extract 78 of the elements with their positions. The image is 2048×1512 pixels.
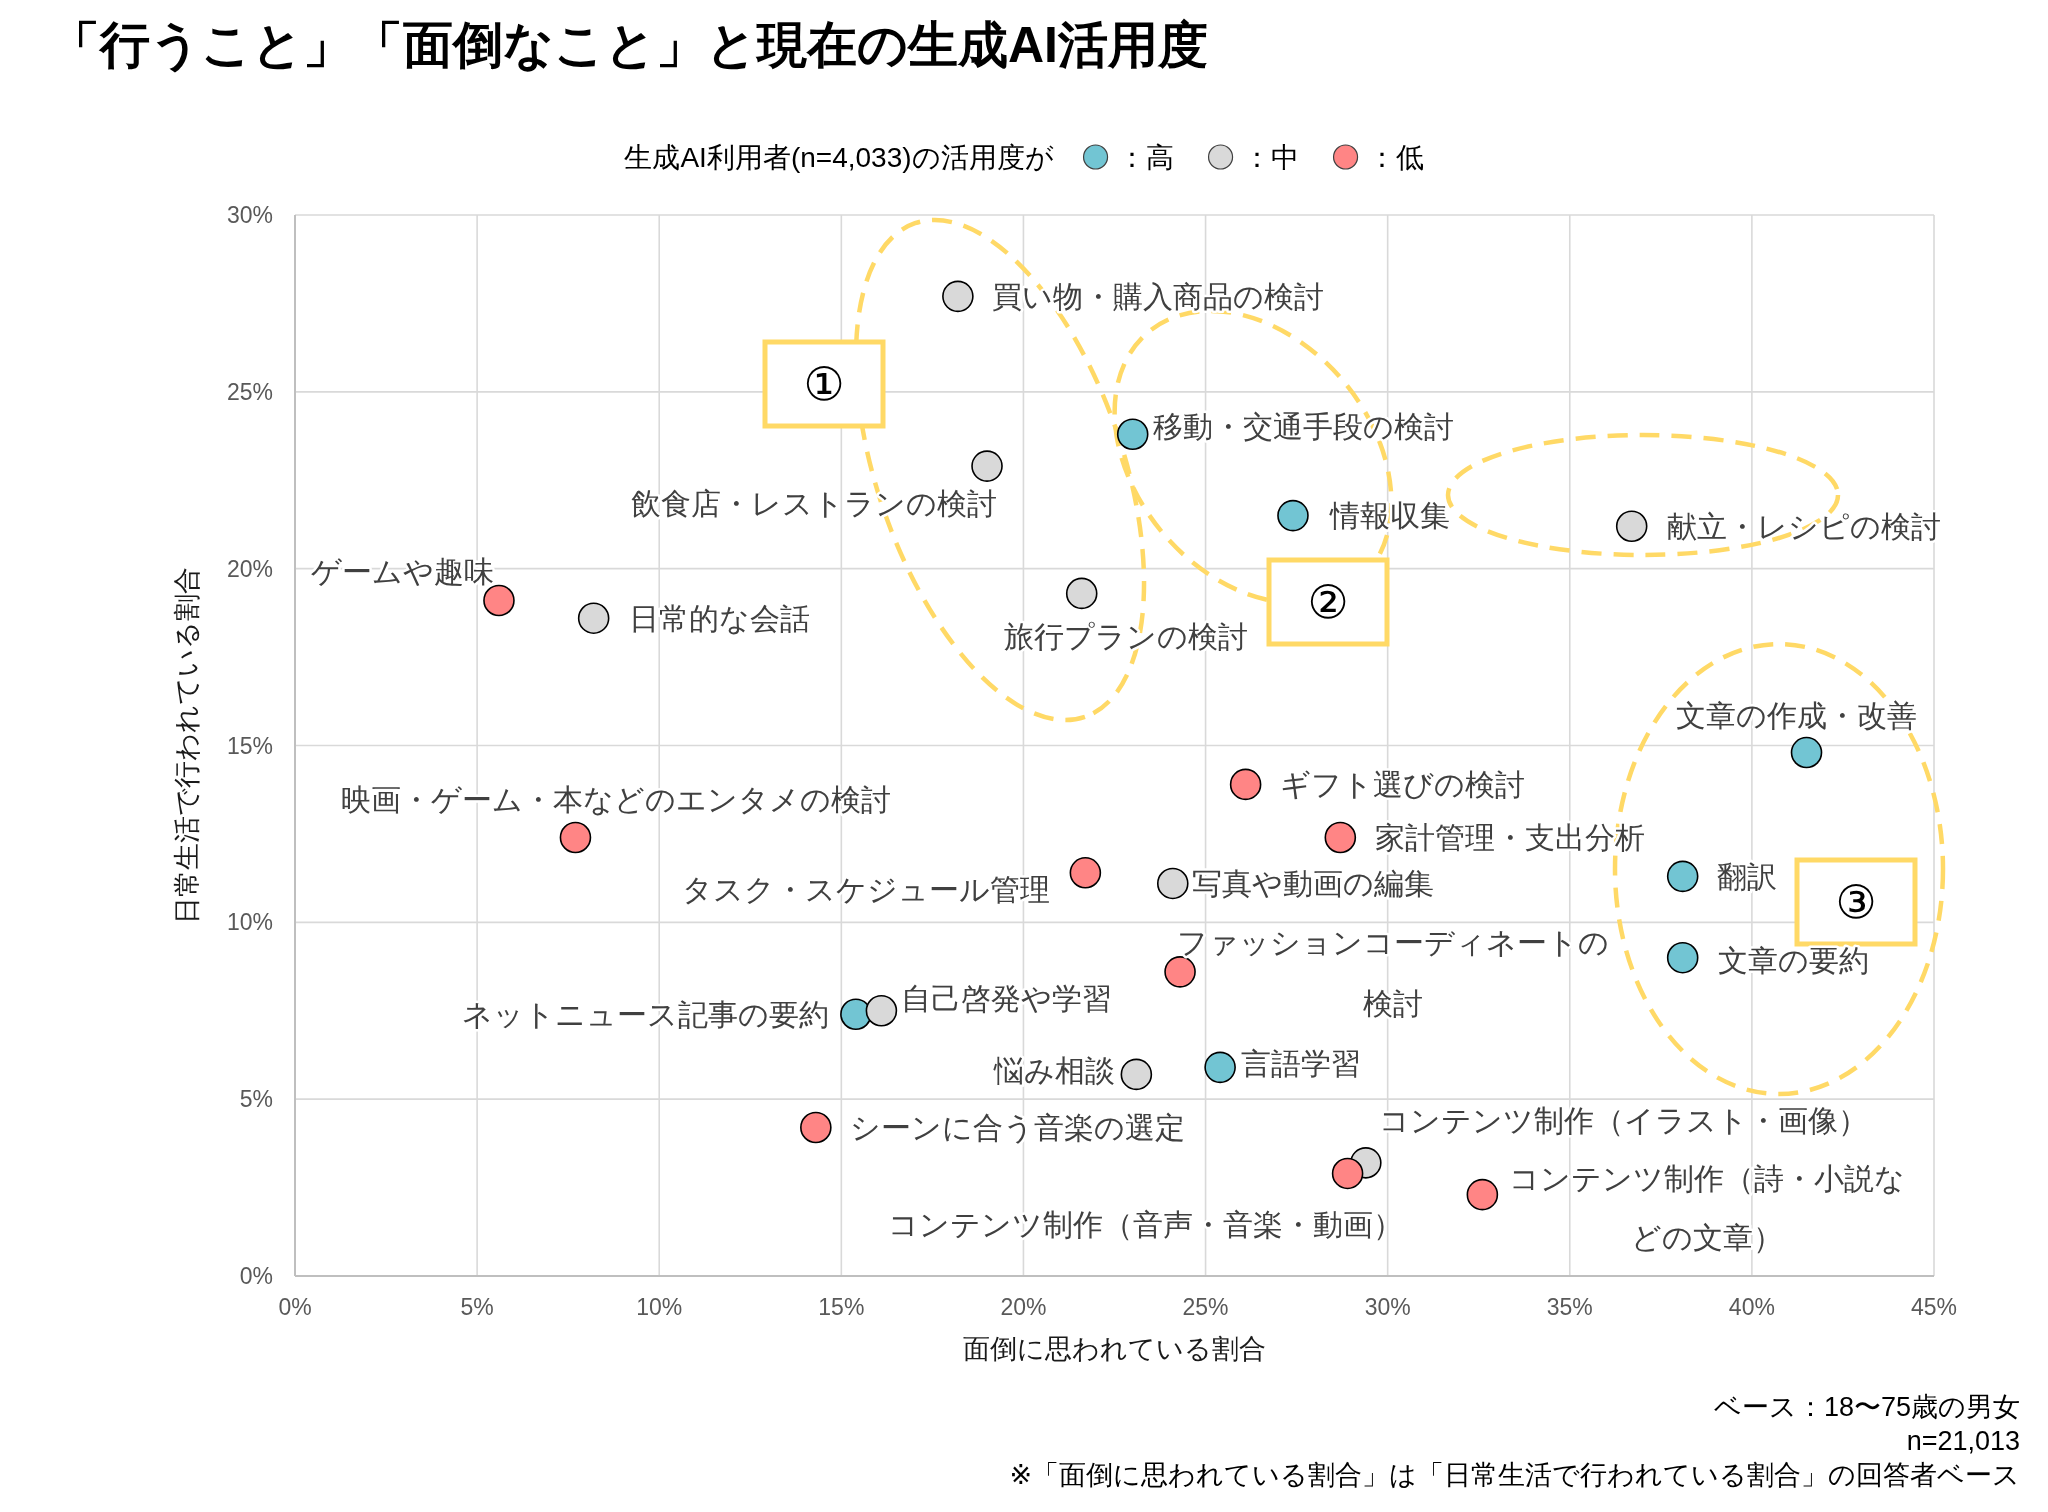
legend-label: ：中 — [1242, 141, 1299, 173]
point — [1229, 768, 1262, 801]
point — [1666, 860, 1699, 893]
x-tick-label: 5% — [460, 1294, 494, 1320]
point — [1615, 510, 1648, 543]
point — [1324, 821, 1357, 854]
point — [483, 584, 515, 617]
point — [840, 998, 872, 1031]
legend-label: ：高 — [1117, 141, 1174, 173]
point — [800, 1111, 832, 1144]
point — [1069, 857, 1102, 889]
annotation: 言語学習 — [1241, 1046, 1362, 1080]
point — [559, 821, 592, 854]
point — [1331, 1157, 1364, 1190]
point — [942, 280, 974, 313]
annotation: 文章の要約 — [1717, 944, 1869, 978]
annotation: 日常的な会話 — [628, 601, 810, 635]
y-tick-label: 0% — [239, 1263, 273, 1289]
point — [1790, 736, 1823, 769]
point — [1156, 867, 1189, 900]
annotation: コンテンツ制作（音声・音楽・動画） — [887, 1207, 1403, 1241]
annotation: 情報収集 — [1328, 499, 1450, 533]
annotation: 飲食店・レストランの検討 — [631, 486, 998, 520]
y-tick-label: 30% — [226, 202, 273, 228]
point — [1164, 956, 1196, 988]
annotation: コンテンツ制作（詩・小説などの文章） — [1509, 1161, 1906, 1254]
text: ※「面倒に思われている割合」は「日常生活で行われている割合」の回答者ベース — [1009, 1460, 2020, 1490]
point — [1666, 941, 1699, 974]
point — [577, 602, 610, 634]
annotation: シーンに合う音楽の選定 — [849, 1110, 1185, 1144]
annotation: 献立・レシピの検討 — [1666, 509, 1941, 543]
point — [1120, 1058, 1153, 1091]
annotation: 移動・交通手段の検討 — [1152, 409, 1454, 443]
point — [1204, 1051, 1236, 1084]
point — [1277, 499, 1309, 532]
y-axis-title: 日常生活で行われている割合 — [172, 567, 202, 924]
annotation: 悩み相談 — [993, 1053, 1116, 1087]
annotation: 買い物・購入商品の検討 — [991, 279, 1324, 313]
annotation: ファッションコーディネートの検討 — [1177, 925, 1610, 1020]
legend-label: ：低 — [1367, 141, 1424, 173]
x-tick-label: 30% — [1364, 1294, 1411, 1320]
annotation: 映画・ゲーム・本などのエンタメの検討 — [341, 782, 892, 816]
x-axis-title: 面倒に思われている割合 — [963, 1334, 1266, 1364]
x-tick-label: 40% — [1728, 1294, 1775, 1320]
annotation: 家計管理・支出分析 — [1375, 820, 1646, 854]
annotation: コンテンツ制作（イラスト・画像） — [1378, 1104, 1868, 1138]
annotation: 翻訳 — [1716, 859, 1777, 893]
text: n=21,013 — [1906, 1426, 2020, 1456]
x-tick-label: 45% — [1910, 1294, 1958, 1320]
y-tick-label: 5% — [239, 1086, 273, 1113]
annotation: タスク・スケジュール管理 — [682, 873, 1051, 907]
x-tick-label: 0% — [278, 1294, 312, 1320]
chart-title: 「行うこと」「面倒なこと」と現在の生成AI活用度 — [50, 17, 1208, 73]
y-tick-label: 15% — [226, 732, 273, 759]
annotation: ② — [1307, 576, 1349, 628]
annotation: 写真や動画の編集 — [1191, 866, 1434, 900]
annotation: 旅行プランの検討 — [1003, 619, 1248, 653]
x-tick-label: 15% — [818, 1294, 865, 1320]
annotation: ゲームや趣味 — [310, 555, 494, 588]
annotation: ① — [803, 358, 845, 410]
annotation: ③ — [1835, 876, 1877, 928]
point — [971, 450, 1003, 482]
x-tick-label: 25% — [1182, 1294, 1229, 1320]
x-tick-label: 20% — [1000, 1294, 1047, 1320]
legend-title: 生成AI利用者(n=4,033)の活用度が — [624, 141, 1054, 173]
text: ベース：18〜75歳の男女 — [1713, 1392, 2020, 1422]
point — [1466, 1178, 1499, 1211]
annotation: 自己啓発や学習 — [901, 982, 1113, 1016]
point — [1116, 418, 1149, 451]
point — [1065, 577, 1098, 610]
x-tick-label: 10% — [636, 1294, 683, 1320]
y-tick-label: 10% — [226, 909, 273, 936]
annotation: ギフト選びの検討 — [1279, 767, 1525, 801]
y-tick-label: 25% — [226, 378, 273, 405]
y-tick-label: 20% — [226, 555, 273, 582]
x-tick-label: 35% — [1546, 1294, 1593, 1320]
point — [865, 994, 898, 1027]
annotation: ネットニュース記事の要約 — [461, 997, 829, 1031]
